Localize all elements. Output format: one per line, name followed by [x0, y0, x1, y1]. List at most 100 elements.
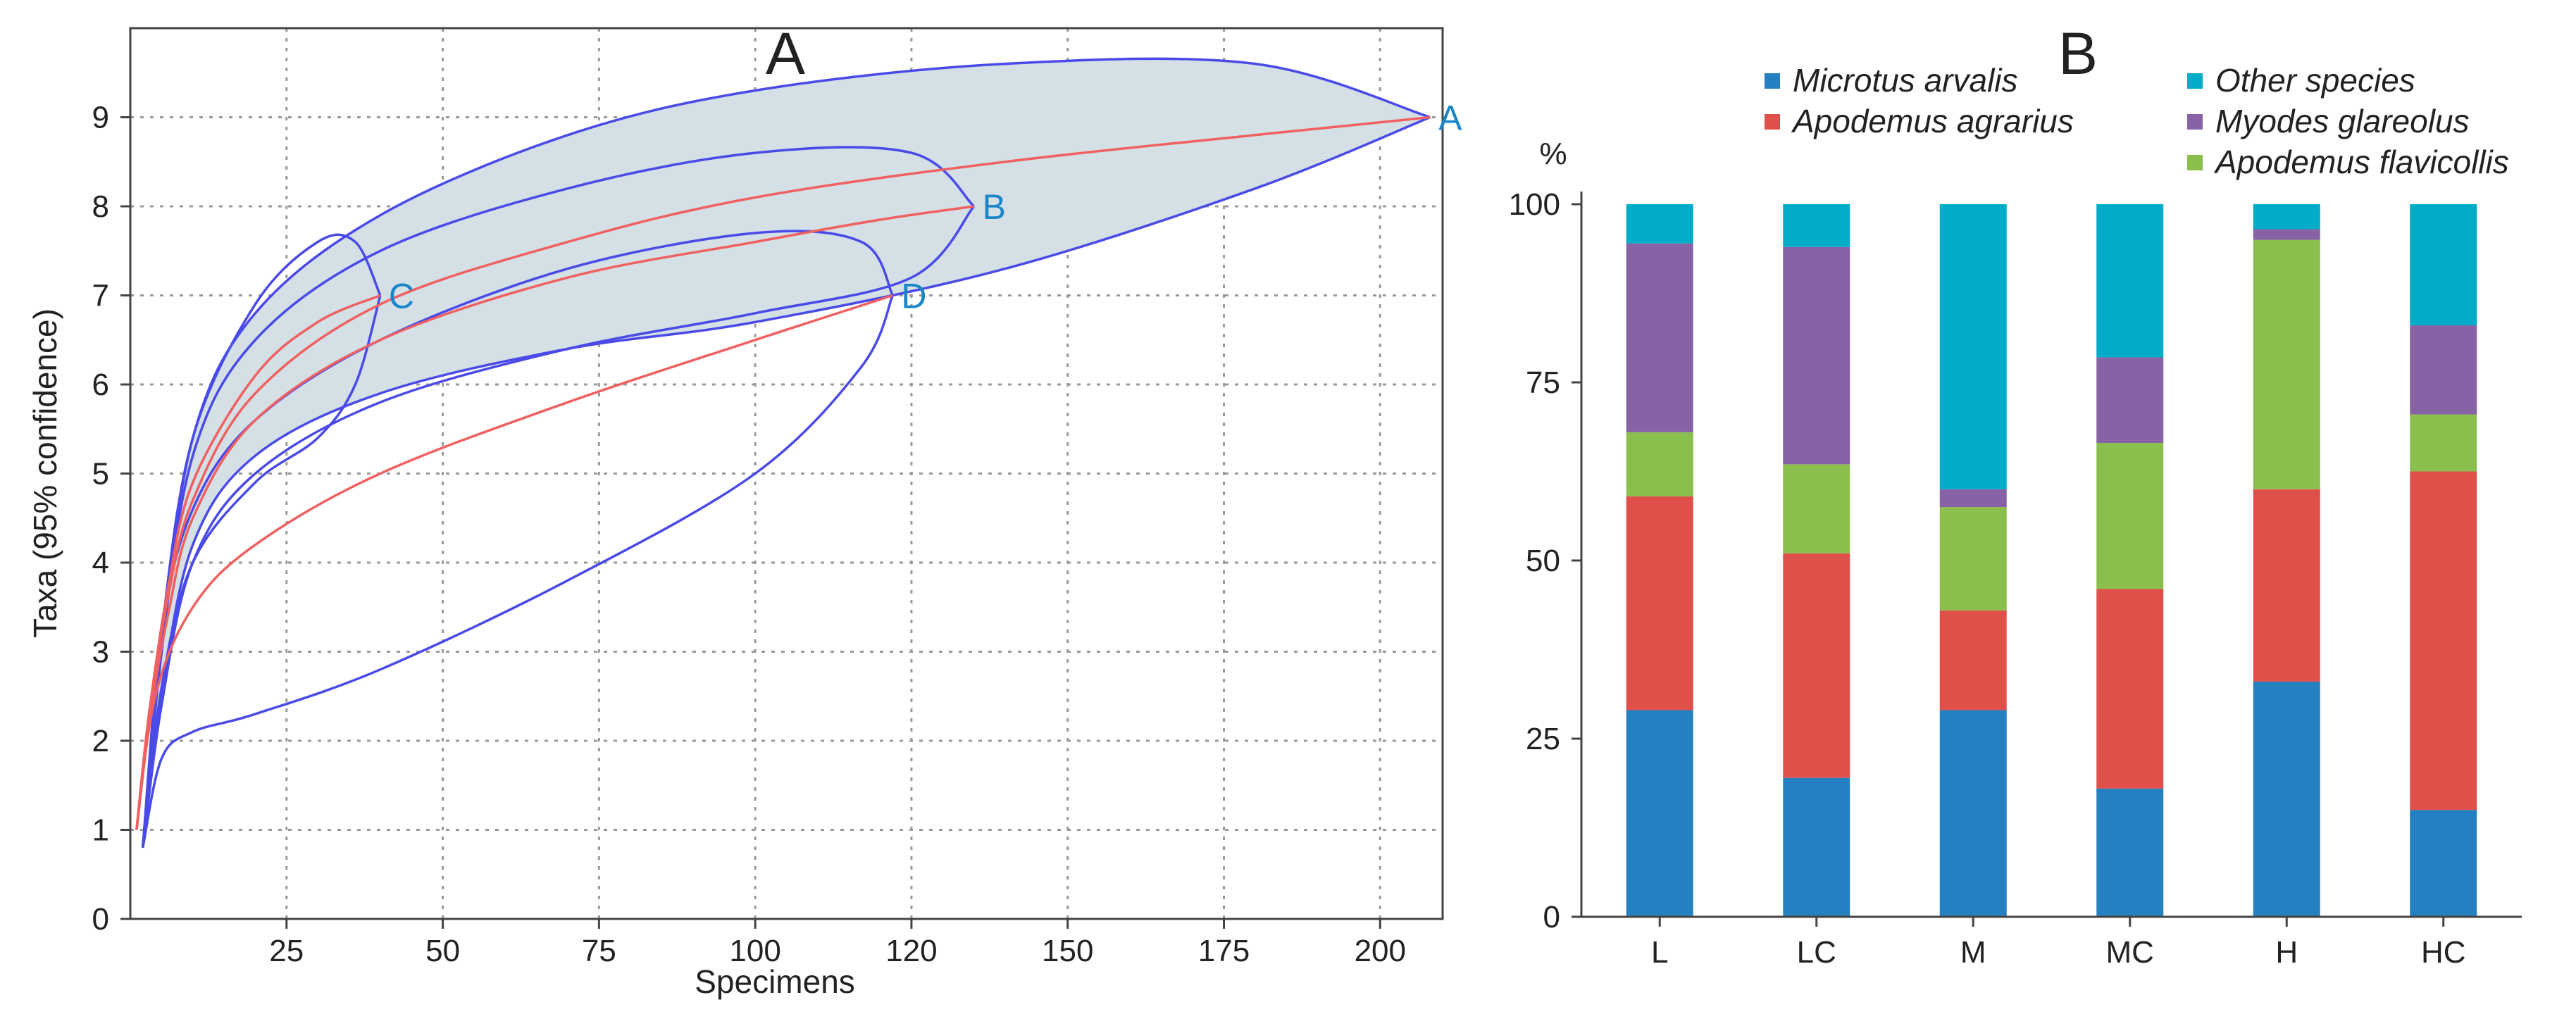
legend-item-myodes-glareolus: Myodes glareolus — [2187, 103, 2470, 139]
bar-segment-lc-microtus-arvalis — [1783, 777, 1850, 917]
lower-bound-d — [141, 294, 894, 849]
y-tick-label: 100 — [1509, 187, 1560, 222]
legend-label: Microtus arvalis — [1793, 62, 2018, 99]
x-category-label: HC — [2421, 935, 2466, 970]
legend-swatch — [2187, 155, 2203, 170]
bar-segment-lc-myodes-glareolus — [1783, 246, 1850, 465]
bar-segment-hc-microtus-arvalis — [2410, 810, 2477, 917]
legend-item-microtus-arvalis: Microtus arvalis — [1765, 62, 2018, 99]
legend-swatch — [2187, 114, 2203, 130]
panel-a-ticks: 0 1 2 3 4 5 6 7 8 9 25 50 75 100 120 150 175 200 — [92, 101, 1406, 969]
legend-item-apodemus-flavicollis: Apodemus flavicollis — [2187, 144, 2509, 180]
bar-segment-l-other-species — [1626, 204, 1693, 244]
bar-segment-lc-apodemus-agrarius — [1783, 553, 1850, 778]
x-tick-label: 25 — [269, 934, 304, 968]
x-category-label: LC — [1797, 935, 1836, 970]
upper-bound-b — [141, 146, 975, 848]
lower-bound-b — [141, 205, 975, 849]
bar-segment-lc-other-species — [1783, 204, 1850, 247]
x-category-label: L — [1651, 935, 1668, 970]
curve-label-c: C — [389, 277, 414, 316]
panel-a-curves — [135, 57, 1431, 849]
legend-item-apodemus-agrarius: Apodemus agrarius — [1765, 103, 2074, 139]
bar-segment-h-apodemus-agrarius — [2253, 489, 2320, 682]
bar-segment-hc-apodemus-flavicollis — [2410, 414, 2477, 472]
legend-swatch — [1765, 114, 1780, 130]
y-tick-label: 0 — [92, 902, 109, 937]
y-tick-label: 9 — [92, 101, 109, 135]
bar-segment-mc-apodemus-flavicollis — [2096, 443, 2164, 589]
bar-segment-mc-microtus-arvalis — [2096, 788, 2164, 917]
curve-label-d: D — [901, 277, 926, 316]
bar-segment-l-apodemus-flavicollis — [1626, 432, 1693, 496]
x-category-label: M — [1960, 935, 1986, 970]
panel-b-y-axis-label: % — [1539, 137, 1567, 171]
rarefaction-curve-b — [135, 205, 974, 830]
y-tick-label: 1 — [92, 813, 109, 848]
rarefaction-curve-c — [135, 294, 381, 830]
rarefaction-curve-d — [135, 294, 893, 830]
panel-a-x-axis-label: Specimens — [695, 963, 855, 1000]
y-tick-label: 50 — [1526, 544, 1560, 578]
panel-a-rarefaction-chart: A 0 1 2 3 4 5 6 7 8 9 25 50 75 100 120 150 175 200 A B C D S… — [27, 20, 1462, 1000]
legend-item-other-species: Other species — [2187, 62, 2415, 99]
x-tick-label: 75 — [582, 934, 616, 968]
panel-b-stacked-bar-chart: B Microtus arvalis Apodemus agrarius Other… — [1509, 20, 2522, 970]
x-tick-label: 100 — [729, 934, 780, 968]
panel-a-y-axis-label: Taxa (95% confidence) — [27, 308, 63, 638]
legend-label: Other species — [2215, 62, 2415, 99]
panel-a-title: A — [766, 20, 805, 87]
y-tick-label: 25 — [1526, 722, 1560, 756]
rarefaction-curve-a — [135, 115, 1431, 830]
x-tick-label: 175 — [1198, 934, 1250, 968]
x-tick-label: 50 — [425, 934, 460, 968]
lower-bound-c — [141, 295, 382, 849]
legend-label: Apodemus flavicollis — [2213, 144, 2509, 180]
curve-label-b: B — [983, 187, 1006, 227]
y-tick-label: 4 — [92, 546, 109, 580]
bar-segment-m-microtus-arvalis — [1939, 710, 2007, 917]
curve-label-a: A — [1438, 99, 1462, 138]
panel-b-title: B — [2058, 20, 2098, 87]
y-tick-label: 7 — [92, 279, 109, 313]
y-tick-label: 3 — [92, 635, 109, 670]
y-tick-label: 75 — [1526, 365, 1560, 400]
bar-segment-m-myodes-glareolus — [1939, 489, 2007, 508]
bar-segment-m-apodemus-flavicollis — [1939, 507, 2007, 611]
bar-segment-h-apodemus-flavicollis — [2253, 239, 2320, 489]
y-tick-label: 0 — [1543, 900, 1560, 934]
bar-segment-h-myodes-glareolus — [2253, 229, 2320, 240]
bar-segment-mc-other-species — [2096, 204, 2164, 358]
y-tick-label: 2 — [92, 724, 109, 758]
bar-segment-m-apodemus-agrarius — [1939, 610, 2007, 710]
x-category-label: MC — [2106, 935, 2154, 970]
x-tick-label: 200 — [1355, 934, 1406, 968]
bar-segment-mc-apodemus-agrarius — [2096, 589, 2164, 789]
legend-label: Apodemus agrarius — [1791, 103, 2074, 139]
y-tick-label: 5 — [92, 457, 109, 492]
bar-segment-hc-other-species — [2410, 204, 2477, 326]
x-tick-label: 120 — [885, 934, 937, 968]
bar-segment-l-myodes-glareolus — [1626, 243, 1693, 432]
legend-label: Myodes glareolus — [2215, 103, 2470, 139]
bar-segment-l-apodemus-agrarius — [1626, 496, 1693, 710]
panel-b-legend: Microtus arvalis Apodemus agrarius Other s… — [1765, 62, 2509, 180]
y-tick-label: 8 — [92, 189, 109, 224]
bar-segment-l-microtus-arvalis — [1626, 710, 1693, 917]
legend-swatch — [2187, 73, 2203, 89]
bar-segment-h-other-species — [2253, 204, 2320, 230]
panel-b-bars — [1626, 204, 2477, 917]
x-tick-label: 150 — [1042, 934, 1093, 968]
y-tick-label: 6 — [92, 368, 109, 402]
envelope-fill-a — [142, 58, 1431, 848]
bar-segment-m-other-species — [1939, 204, 2007, 489]
panel-a-curve-labels: A B C D — [389, 99, 1462, 316]
x-category-label: H — [2275, 935, 2298, 970]
bar-segment-hc-myodes-glareolus — [2410, 325, 2477, 415]
legend-swatch — [1765, 73, 1780, 89]
bar-segment-h-microtus-arvalis — [2253, 682, 2320, 917]
bar-segment-mc-myodes-glareolus — [2096, 357, 2164, 444]
bar-segment-lc-apodemus-flavicollis — [1783, 464, 1850, 553]
panel-b-axes: 0 25 50 75 100 L LC M MC H HC — [1509, 187, 2522, 970]
